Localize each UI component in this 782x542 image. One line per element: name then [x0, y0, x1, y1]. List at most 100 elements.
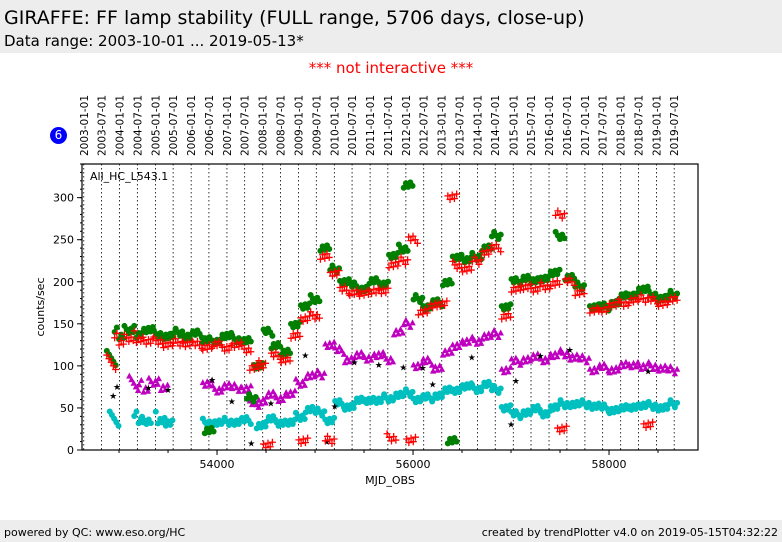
- data-point: [303, 317, 311, 325]
- data-point: [475, 260, 483, 268]
- data-point: ★: [109, 392, 117, 402]
- data-point: [209, 343, 217, 351]
- data-point: [495, 334, 502, 341]
- data-point: ★: [507, 421, 515, 431]
- date-tick-label: 2018-01-01: [616, 95, 628, 156]
- data-point: [304, 304, 311, 311]
- data-point: [125, 338, 133, 346]
- date-tick-label: 2007-01-01: [222, 95, 234, 156]
- data-point: [453, 190, 461, 198]
- data-point: [255, 357, 263, 365]
- data-point: [259, 364, 267, 372]
- data-point: [392, 436, 400, 444]
- data-point: [135, 334, 143, 342]
- data-point: [242, 349, 250, 357]
- data-point: [247, 348, 255, 356]
- data-point: ★: [512, 377, 520, 387]
- data-point: [399, 329, 406, 336]
- data-point: [580, 290, 588, 298]
- data-point: [480, 251, 488, 259]
- data-point: [429, 304, 437, 312]
- data-point: [358, 348, 365, 355]
- data-point: [441, 301, 449, 309]
- date-tick-label: 2013-01-01: [437, 95, 449, 156]
- data-point: [434, 299, 442, 307]
- data-point: [554, 207, 562, 215]
- data-point: [456, 344, 463, 351]
- data-point: [417, 306, 425, 314]
- data-point: [478, 247, 486, 255]
- data-point: ★: [323, 438, 331, 448]
- data-point: [667, 362, 674, 369]
- data-point: [360, 291, 368, 299]
- data-point: [556, 266, 563, 273]
- data-point: [593, 304, 601, 312]
- data-point: [554, 271, 561, 278]
- data-point: [667, 294, 675, 302]
- data-point: [166, 338, 174, 346]
- data-point: [286, 357, 294, 365]
- data-point: [507, 402, 514, 409]
- data-point: [319, 251, 327, 259]
- data-point: [266, 443, 274, 451]
- data-point: [155, 375, 162, 382]
- data-point: [407, 434, 415, 442]
- data-point: [399, 257, 407, 265]
- date-tick-label: 2019-01-01: [651, 95, 663, 156]
- data-point: [115, 341, 123, 349]
- data-point: [328, 440, 336, 448]
- data-point: [438, 298, 446, 306]
- date-tick-label: 2015-01-01: [508, 95, 520, 156]
- data-point: [260, 440, 268, 448]
- data-point: [389, 358, 397, 365]
- data-point: [142, 384, 149, 391]
- data-point: [673, 365, 681, 372]
- data-point: [544, 281, 552, 289]
- data-point: [615, 295, 623, 303]
- data-point: [671, 404, 678, 411]
- data-point: [495, 244, 503, 252]
- data-point: [497, 385, 504, 392]
- plot-number-badge: 6: [50, 127, 67, 144]
- data-point: [640, 420, 648, 428]
- data-point: [554, 405, 561, 412]
- data-point: [262, 399, 269, 406]
- data-point: [556, 428, 564, 436]
- data-point: [215, 337, 223, 345]
- data-point: [568, 278, 576, 286]
- data-point: [321, 369, 328, 376]
- data-point: [323, 250, 331, 258]
- data-point: [150, 333, 158, 341]
- data-point: [375, 286, 383, 294]
- data-point: [326, 246, 333, 253]
- y-tick-label: 50: [60, 402, 74, 415]
- y-axis-label: counts/sec: [34, 277, 47, 336]
- data-point: [558, 214, 566, 222]
- data-point: [397, 326, 404, 333]
- data-point: [590, 308, 598, 316]
- data-point: [172, 335, 180, 343]
- data-point: [453, 438, 460, 445]
- data-point: [444, 192, 452, 200]
- data-point: [585, 354, 593, 361]
- data-point: [622, 298, 630, 306]
- data-point: [657, 298, 665, 306]
- series-plus: [103, 190, 681, 452]
- scatter-chart: 2003-01-01 2003-07-01 2004-01-01 2004-07-01…: [34, 95, 699, 487]
- data-point: [299, 378, 306, 385]
- data-point: [669, 297, 677, 305]
- data-point: [674, 290, 681, 297]
- data-point: [350, 291, 358, 299]
- data-point: [140, 337, 148, 345]
- data-point: [490, 245, 498, 253]
- data-point: [448, 349, 455, 356]
- data-point: [642, 298, 650, 306]
- data-point: [385, 264, 393, 272]
- data-point: [618, 299, 626, 307]
- data-point: [498, 315, 506, 323]
- data-point: ★: [350, 359, 358, 369]
- data-point: [299, 317, 307, 325]
- data-point: [606, 300, 614, 308]
- data-point: [154, 340, 162, 348]
- data-range-subtitle: Data range: 2003-10-01 ... 2019-05-13*: [4, 32, 304, 50]
